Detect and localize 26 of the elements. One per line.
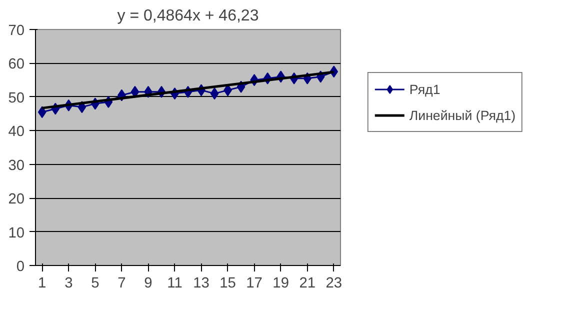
y-tick-label: 0 — [16, 259, 25, 275]
x-tick-label: 23 — [326, 276, 342, 292]
legend-label: Линейный (Ряд1) — [409, 108, 516, 122]
chart-title: y = 0,4864x + 46,23 — [117, 8, 259, 24]
point — [210, 88, 219, 100]
x-tick-label: 1 — [38, 276, 46, 292]
x-tick-label: 11 — [167, 276, 182, 292]
x-tick-label: 3 — [64, 276, 73, 292]
y-tick-label: 70 — [8, 23, 25, 39]
point — [130, 86, 140, 98]
x-tick-label: 13 — [193, 276, 210, 292]
x-tick-label: 21 — [299, 276, 316, 292]
x-tick-label: 7 — [118, 276, 126, 292]
legend-label: Ряд1 — [409, 82, 440, 96]
y-tick-label: 60 — [8, 56, 25, 73]
y-tick-label: 10 — [8, 225, 25, 242]
x-tick-label: 15 — [220, 276, 236, 292]
point — [38, 106, 46, 118]
y-tick-label: 20 — [8, 192, 25, 208]
x-tick-label: 17 — [246, 276, 262, 292]
y-tick-label: 50 — [8, 90, 25, 106]
x-tick-label: 19 — [272, 276, 289, 292]
y-tick-label: 30 — [8, 158, 25, 174]
x-tick-label: 5 — [91, 276, 100, 292]
x-tick-label: 9 — [144, 276, 152, 292]
y-tick-label: 40 — [8, 124, 25, 140]
